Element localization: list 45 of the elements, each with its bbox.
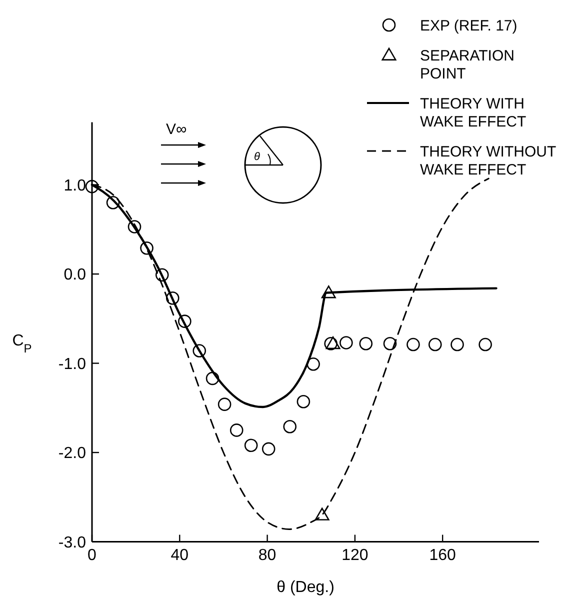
point [383, 336, 397, 350]
legend-label: THEORY WITHOUT WAKE EFFECT [420, 143, 556, 178]
x-tick-label: 40 [170, 546, 189, 564]
point [262, 442, 276, 456]
y-tick-label: -1.0 [58, 356, 86, 373]
point [244, 438, 258, 452]
point [314, 508, 330, 520]
point [283, 420, 297, 434]
point [326, 336, 340, 350]
point [85, 180, 99, 194]
x-tick-label: 120 [342, 546, 368, 564]
y-tick-label: 0.0 [64, 266, 86, 284]
point [178, 314, 192, 328]
point [218, 398, 232, 411]
point [406, 338, 420, 352]
point [450, 338, 464, 352]
x-tick-label: 80 [258, 546, 276, 564]
y-tick-label: 1.0 [64, 177, 86, 194]
x-tick-label: 0 [88, 546, 97, 564]
y-axis-title: C$_{P}$ [12, 332, 32, 356]
point [359, 336, 373, 350]
point [321, 286, 336, 298]
point [206, 372, 220, 386]
point [296, 394, 310, 408]
x-tick-label: 160 [429, 546, 456, 564]
point [155, 268, 169, 282]
point [324, 336, 338, 350]
annotation: θ [254, 151, 260, 163]
y-tick-label: -2.0 [58, 445, 86, 462]
x-axis-title: θ (Deg.) [276, 578, 334, 596]
legend-label: SEPARATION POINT [420, 47, 514, 82]
point [306, 358, 320, 371]
legend-label: EXP (REF. 17) [420, 17, 518, 34]
point [166, 291, 180, 305]
point [478, 338, 492, 352]
point [128, 220, 142, 234]
point [428, 338, 442, 352]
point [140, 241, 154, 255]
point [340, 336, 353, 350]
point [230, 424, 244, 437]
y-tick-label: -3.0 [58, 534, 86, 552]
point [192, 344, 206, 358]
legend-label: THEORY WITH WAKE EFFECT [420, 95, 526, 130]
point [106, 196, 120, 210]
annotation: V∞ [166, 121, 188, 138]
